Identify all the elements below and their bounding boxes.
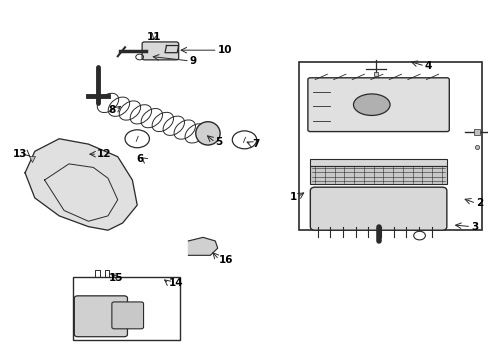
Text: 8: 8	[108, 105, 116, 115]
FancyBboxPatch shape	[142, 42, 178, 60]
Ellipse shape	[353, 94, 389, 116]
Text: 5: 5	[215, 138, 222, 147]
Text: 9: 9	[189, 56, 197, 66]
Polygon shape	[25, 139, 137, 230]
Text: 2: 2	[475, 198, 482, 208]
Ellipse shape	[195, 122, 220, 145]
Text: 1: 1	[289, 192, 297, 202]
Bar	[310, 159, 446, 166]
Text: 16: 16	[219, 255, 233, 265]
Text: 3: 3	[470, 222, 478, 231]
Bar	[310, 166, 446, 184]
Bar	[73, 277, 180, 339]
FancyBboxPatch shape	[307, 78, 448, 132]
Text: 12: 12	[97, 149, 112, 159]
Text: 4: 4	[424, 61, 431, 71]
Text: 14: 14	[168, 278, 183, 288]
FancyBboxPatch shape	[112, 302, 143, 329]
Text: 15: 15	[109, 273, 123, 283]
Bar	[299, 62, 481, 230]
Text: 11: 11	[147, 32, 161, 41]
Text: 6: 6	[136, 154, 143, 164]
FancyBboxPatch shape	[74, 296, 127, 337]
Circle shape	[413, 231, 425, 240]
Polygon shape	[188, 237, 217, 255]
Text: 13: 13	[13, 149, 27, 159]
Text: 10: 10	[217, 45, 232, 55]
Text: 7: 7	[251, 139, 259, 149]
FancyBboxPatch shape	[310, 187, 446, 230]
